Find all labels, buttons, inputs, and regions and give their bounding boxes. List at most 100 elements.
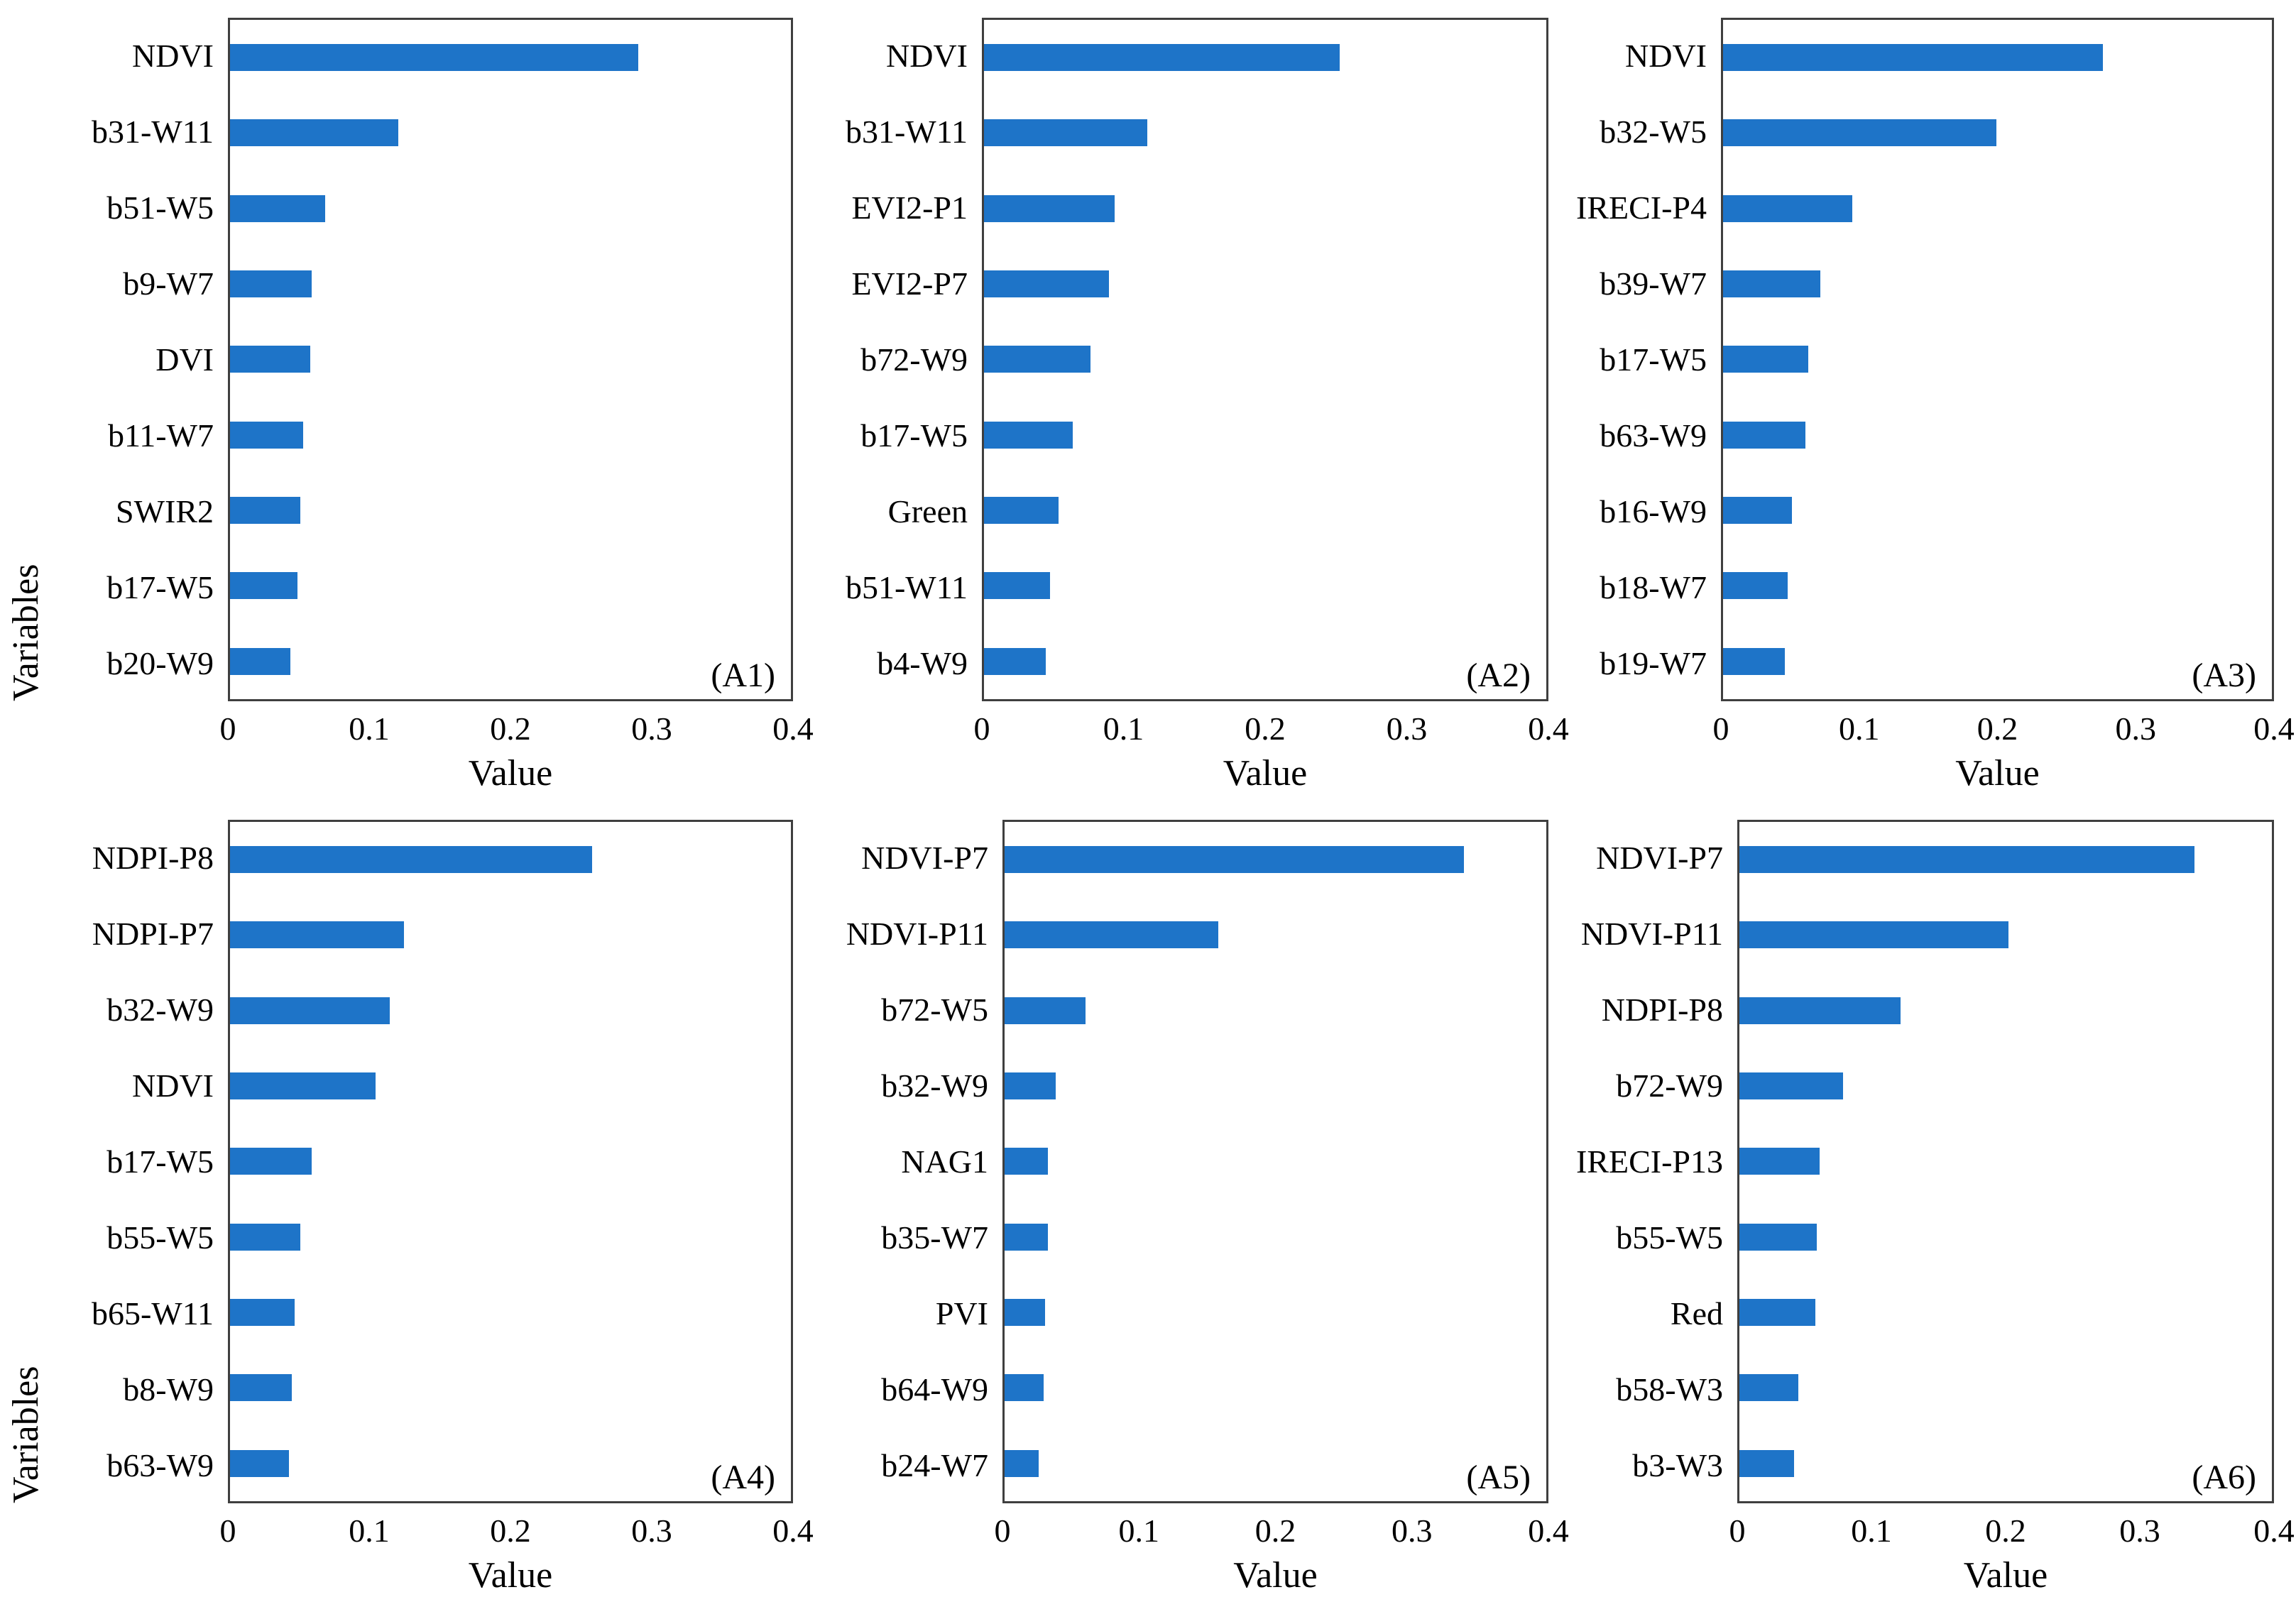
chart-row: NDVI-P7 NDVI-P11 b72-W5 b32-W9 NAG1 b35-W7 PVI… [816,820,1548,1503]
bar [1739,1072,1844,1100]
axis-spacer [1562,1554,1737,1608]
bar-row [984,397,1546,473]
category-label: b17-W5 [106,1143,214,1180]
chart-panel-a6: NDVI-P7 NDVI-P11 NDPI-P8 b72-W9 IRECI-P13 b55… [1562,809,2296,1619]
x-tick-label: 0.4 [2253,710,2295,747]
y-axis-title: Variables [6,564,46,701]
plot-area: (A3) [1721,18,2274,701]
bar [1005,1299,1046,1327]
category-label: b4-W9 [877,644,968,681]
category-label: NDVI [1625,37,1707,74]
category-label: b17-W5 [1600,341,1707,378]
bar-row [230,1350,791,1425]
chart-main: NDVI b31-W11 b51-W5 b9-W7 DVI b11-W7 SWIR2 b17-… [51,0,814,809]
chart-main: NDVI b32-W5 IRECI-P4 b39-W7 b17-W5 b63-W9 b16-… [1562,0,2295,809]
category-label: b51-W11 [845,569,968,605]
x-tick-label: 0.1 [349,1513,390,1549]
x-tick-label: 0.3 [1392,1513,1433,1549]
bar [984,270,1110,298]
bar [1739,1223,1817,1251]
bar-row [230,95,791,170]
category-label: b11-W7 [107,417,214,454]
x-tick-label: 0 [1712,710,1729,747]
x-axis-title-row: Value [816,1554,1548,1608]
bar-row [230,973,791,1048]
bar [230,572,297,600]
y-axis-title-zone: Variables [1,18,51,701]
category-label: EVI2-P7 [851,265,968,302]
bar-row [230,473,791,548]
bar-row [1723,20,2272,95]
bar [230,421,303,449]
bar-row [1005,1426,1546,1501]
category-label: b72-W9 [860,341,968,378]
bar-row [984,246,1546,322]
category-label: EVI2-P1 [851,189,968,226]
x-tick-label: 0.2 [490,710,531,747]
bar [230,997,390,1024]
bar [1723,119,1996,147]
axis-spacer [1562,701,1721,752]
bar-row [230,1426,791,1501]
panel-tag: (A3) [2192,657,2256,695]
x-axis-title-row: Value [816,752,1548,806]
x-axis-title-row: Value [1562,1554,2274,1608]
plot-area: (A2) [982,18,1548,701]
bar-row [984,322,1546,397]
x-axis: 0 0.1 0.2 0.3 0.4 [1562,701,2295,752]
category-label: b32-W9 [106,991,214,1028]
x-axis-title: Value [468,753,553,794]
bar [230,44,638,72]
bar-row [230,1200,791,1275]
bar [984,497,1059,525]
bar-row [1723,548,2272,623]
bar-row [230,322,791,397]
bar-row [230,20,791,95]
bar [1739,997,1901,1024]
x-tick-label: 0.2 [1985,1513,2026,1549]
category-axis: NDVI b31-W11 b51-W5 b9-W7 DVI b11-W7 SWIR2 b17-… [51,18,228,701]
category-label: b72-W5 [881,991,988,1028]
category-label: NDPI-P8 [1601,991,1723,1028]
bar-row [984,473,1546,548]
bar [1739,1299,1815,1327]
x-axis-title-row: Value [51,1554,793,1608]
category-axis: NDVI-P7 NDVI-P11 b72-W5 b32-W9 NAG1 b35-W7 PVI… [816,820,1002,1503]
x-tick-label: 0.4 [1528,710,1569,747]
bar [230,346,310,373]
bar [1005,1223,1049,1251]
x-tick-label: 0.3 [1386,710,1428,747]
bar-row [1005,1048,1546,1124]
bar-row [230,548,791,623]
x-tick-band: 0 0.1 0.2 0.3 0.4 [220,1503,814,1554]
category-label: b72-W9 [1616,1067,1723,1104]
plot-area: (A5) [1002,820,1548,1503]
bar-row [230,897,791,972]
x-tick-label: 0.4 [772,710,814,747]
category-label: b18-W7 [1600,569,1707,605]
bar-row [1723,624,2272,699]
x-tick-label: 0.1 [349,710,390,747]
axis-spacer [51,701,228,752]
bar [230,194,326,222]
category-label: IRECI-P4 [1576,189,1707,226]
bar-row [1005,897,1546,972]
x-tick-label: 0.1 [1118,1513,1160,1549]
x-tick-label: 0.1 [1839,710,1880,747]
bar [230,119,398,147]
bar-row [1723,171,2272,246]
category-label: NDVI-P7 [1596,839,1723,876]
category-axis: NDVI b31-W11 EVI2-P1 EVI2-P7 b72-W9 b17-W5 Gre… [816,18,982,701]
category-axis: NDPI-P8 NDPI-P7 b32-W9 NDVI b17-W5 b55-W5 b65-… [51,820,228,1503]
category-label: b32-W9 [881,1067,988,1104]
category-label: b39-W7 [1600,265,1707,302]
category-axis: NDVI b32-W5 IRECI-P4 b39-W7 b17-W5 b63-W9 b16-… [1562,18,1721,701]
axis-spacer [816,752,982,806]
plot-area: (A1) [228,18,793,701]
x-tick-band: 0 0.1 0.2 0.3 0.4 [974,701,1569,752]
x-tick-label: 0.3 [2115,710,2157,747]
category-label: b9-W7 [123,265,214,302]
x-tick-label: 0.1 [1103,710,1144,747]
chart-panel-a3: NDVI b32-W5 IRECI-P4 b39-W7 b17-W5 b63-W9 b16-… [1562,0,2296,809]
bar [984,194,1115,222]
